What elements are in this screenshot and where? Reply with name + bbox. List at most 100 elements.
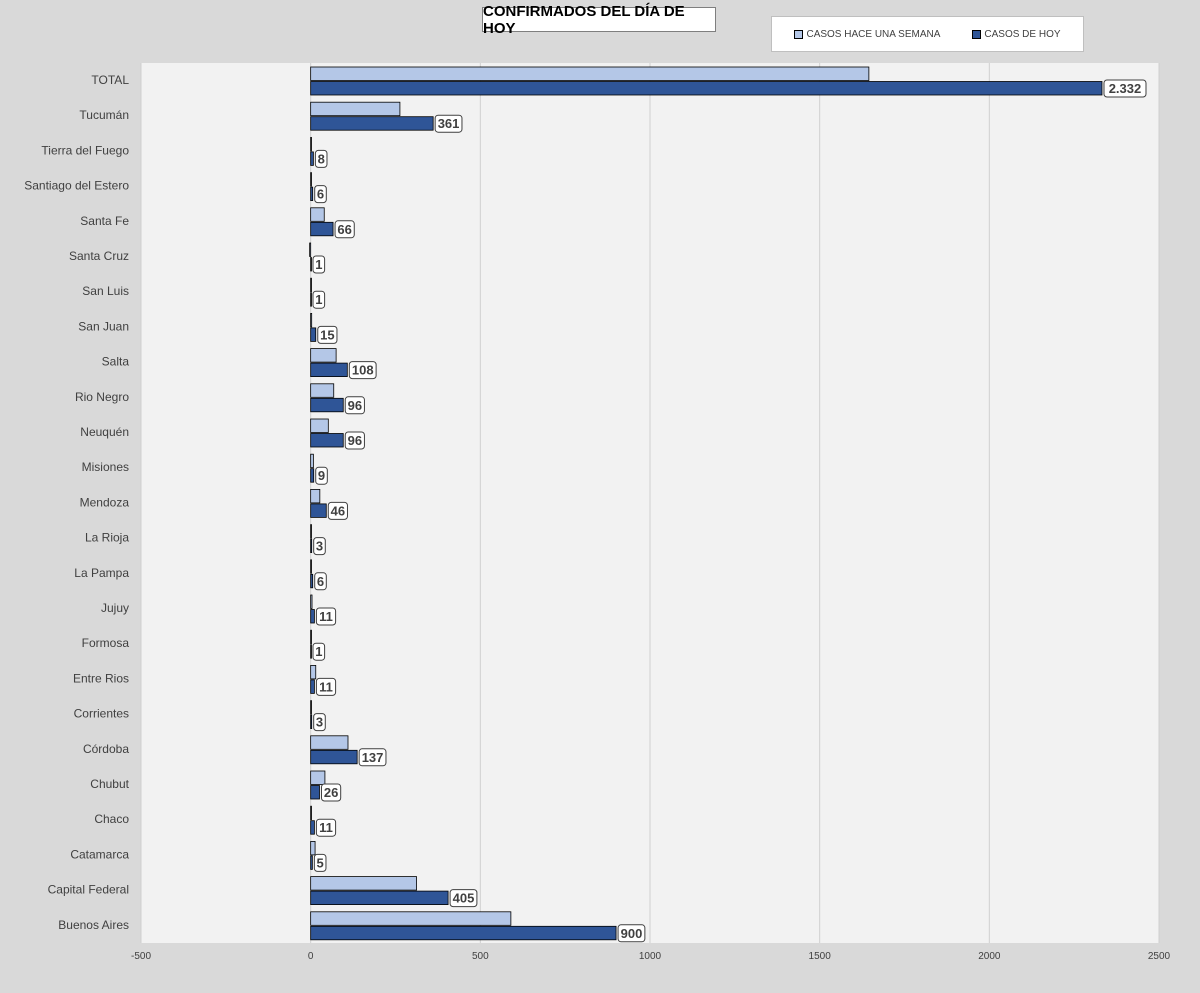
category-label: Catamarca: [70, 847, 129, 861]
bar-last-week: [310, 66, 870, 81]
bar-today: [310, 644, 312, 659]
bar-today: [310, 855, 313, 870]
bar-last-week: [310, 418, 329, 433]
category-label: Misiones: [82, 460, 129, 474]
x-tick-label: 1000: [639, 951, 662, 962]
x-tick-label: 2000: [978, 951, 1001, 962]
bar-today: [310, 116, 434, 131]
data-label-box: [314, 149, 328, 168]
data-label-box: [449, 889, 478, 908]
data-label-box: [314, 572, 327, 591]
bar-last-week: [310, 312, 313, 328]
bar-today: [310, 292, 312, 307]
bar-last-week: [310, 172, 312, 187]
category-label: La Pampa: [74, 566, 129, 580]
data-label-box: [314, 185, 327, 204]
data-label: 11: [319, 609, 333, 624]
data-label: 1: [315, 257, 322, 272]
data-label-box: [313, 853, 327, 872]
legend-item-last-week: CASOS HACE UNA SEMANA: [794, 29, 940, 40]
data-label-box: [312, 255, 326, 274]
x-tick-label: 1500: [809, 951, 832, 962]
data-label-box: [1103, 79, 1147, 98]
category-label: Corrientes: [74, 707, 129, 721]
chart-legend: CASOS HACE UNA SEMANA CASOS DE HOY: [771, 16, 1084, 52]
bar-last-week: [310, 911, 512, 926]
legend-label-last-week: CASOS HACE UNA SEMANA: [806, 28, 941, 40]
x-tick-label: 2500: [1148, 951, 1171, 962]
bar-today: [310, 890, 449, 905]
category-label: Mendoza: [80, 495, 130, 509]
data-label: 900: [621, 926, 643, 941]
bar-last-week: [310, 524, 312, 539]
data-label-box: [315, 818, 337, 837]
bar-today: [310, 81, 1103, 96]
data-label: 6: [317, 574, 324, 589]
bar-last-week: [310, 136, 312, 152]
bar-last-week: [310, 488, 321, 504]
category-label: San Juan: [78, 319, 129, 333]
data-label: 405: [453, 891, 475, 906]
data-label: 11: [319, 820, 333, 835]
category-label: La Rioja: [85, 531, 129, 545]
x-tick-label: 500: [472, 951, 489, 962]
category-label: Chubut: [90, 777, 129, 791]
bar-last-week: [310, 876, 417, 891]
bar-today: [310, 749, 358, 765]
data-label-box: [315, 466, 328, 485]
x-tick-label: 0: [308, 951, 314, 962]
data-label-box: [617, 924, 646, 943]
data-label-box: [315, 677, 337, 696]
bar-today: [310, 573, 314, 589]
category-label: Santa Cruz: [69, 249, 129, 263]
bar-last-week: [310, 559, 312, 574]
bar-last-week: [310, 841, 316, 856]
bar-last-week: [309, 242, 312, 257]
data-label: 46: [331, 503, 345, 518]
data-label: 108: [352, 363, 374, 378]
bar-today: [310, 925, 617, 941]
category-label: Córdoba: [83, 742, 129, 756]
data-label-box: [317, 325, 338, 344]
bar-today: [310, 151, 314, 166]
legend-label-today: CASOS DE HOY: [984, 28, 1061, 40]
data-label: 96: [348, 398, 362, 413]
category-label: San Luis: [82, 284, 129, 298]
bar-today: [310, 820, 315, 835]
bar-today: [310, 468, 315, 483]
category-label: Buenos Aires: [58, 918, 129, 932]
category-label: Santiago del Estero: [24, 179, 129, 193]
bar-today: [310, 538, 313, 553]
data-label-box: [434, 114, 463, 133]
bar-today: [310, 327, 317, 342]
bar-last-week: [310, 348, 337, 363]
bar-last-week: [310, 101, 401, 117]
data-label: 9: [318, 468, 325, 483]
bar-today: [310, 397, 344, 413]
category-label: Salta: [102, 355, 130, 369]
data-label-box: [312, 290, 326, 309]
category-label: TOTAL: [91, 73, 129, 87]
category-label: Rio Negro: [75, 390, 129, 404]
category-label: Tierra del Fuego: [41, 143, 129, 157]
data-label-box: [358, 748, 387, 767]
category-label: Capital Federal: [48, 883, 129, 897]
bar-last-week: [310, 594, 313, 609]
data-label: 3: [316, 539, 323, 554]
data-label: 3: [316, 715, 323, 730]
legend-swatch-today: [972, 29, 982, 39]
bar-today: [310, 433, 344, 448]
bar-today: [310, 186, 314, 202]
bar-today: [310, 221, 334, 237]
data-label: 2.332: [1109, 81, 1142, 96]
data-label: 15: [320, 327, 334, 342]
data-label: 1: [315, 292, 322, 307]
data-label: 5: [317, 855, 324, 870]
data-label: 26: [324, 785, 338, 800]
data-label-box: [344, 431, 365, 450]
bar-today: [310, 714, 313, 729]
data-label: 66: [337, 222, 351, 237]
data-label: 8: [318, 151, 325, 166]
data-label-box: [313, 537, 326, 556]
